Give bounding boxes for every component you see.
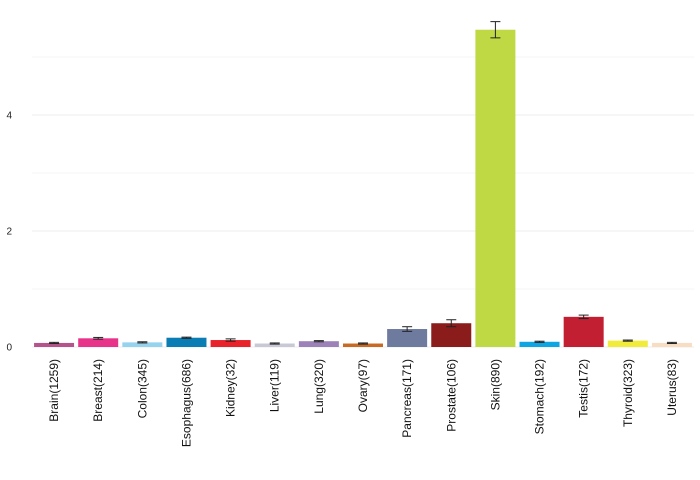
x-tick-label: Esophagus(686) — [179, 359, 193, 447]
bar — [651, 342, 692, 347]
bar — [431, 323, 472, 347]
y-tick-label: 2 — [6, 227, 12, 238]
x-tick-label: Kidney(32) — [224, 359, 238, 417]
x-tick-label: Stomach(192) — [533, 359, 547, 434]
error-bar — [446, 319, 457, 328]
error-bar — [225, 338, 236, 342]
x-axis-labels: Brain(1259) Breast(214) Colon(345) Esophagu… — [47, 359, 679, 447]
bar — [34, 342, 75, 347]
error-bar — [402, 326, 413, 332]
bar — [563, 316, 604, 347]
x-tick-label: Colon(345) — [135, 359, 149, 418]
y-tick-label: 0 — [6, 343, 12, 354]
bar — [298, 341, 339, 347]
x-tick-label: Ovary(97) — [356, 359, 370, 412]
x-tick-label: Lung(320) — [312, 359, 326, 414]
bar — [475, 29, 516, 348]
error-bar — [534, 340, 545, 343]
bar — [607, 340, 648, 347]
error-bar — [666, 341, 677, 345]
x-tick-label: Skin(890) — [488, 359, 502, 410]
bars — [34, 29, 692, 348]
bar — [387, 329, 428, 347]
error-bar — [269, 342, 280, 345]
bar — [210, 340, 251, 347]
grid-lines — [32, 56, 694, 348]
x-tick-label: Uterus(83) — [665, 359, 679, 416]
error-bars — [49, 21, 677, 345]
error-bar — [181, 336, 192, 339]
bar — [519, 341, 560, 347]
x-tick-label: Prostate(106) — [444, 359, 458, 432]
x-tick-label: Testis(172) — [577, 359, 591, 418]
bar — [254, 343, 295, 347]
error-bar — [93, 336, 104, 340]
y-tick-label: 4 — [6, 111, 12, 122]
error-bar — [622, 339, 633, 342]
error-bar — [49, 341, 60, 345]
bar — [122, 342, 163, 347]
error-bar — [358, 342, 368, 345]
bar — [166, 337, 207, 347]
error-bar — [137, 341, 148, 344]
x-tick-label: Breast(214) — [91, 359, 105, 422]
error-bar — [313, 340, 324, 343]
bar — [343, 343, 383, 347]
x-tick-label: Brain(1259) — [47, 359, 61, 422]
x-tick-label: Liver(119) — [268, 359, 282, 412]
error-bar — [490, 21, 501, 39]
error-bar — [578, 314, 589, 320]
bar — [78, 338, 119, 347]
y-axis-ticks: 0 2 4 — [6, 111, 12, 354]
x-tick-label: Thyroid(323) — [621, 359, 635, 427]
x-tick-label: Pancreas(171) — [400, 359, 414, 438]
